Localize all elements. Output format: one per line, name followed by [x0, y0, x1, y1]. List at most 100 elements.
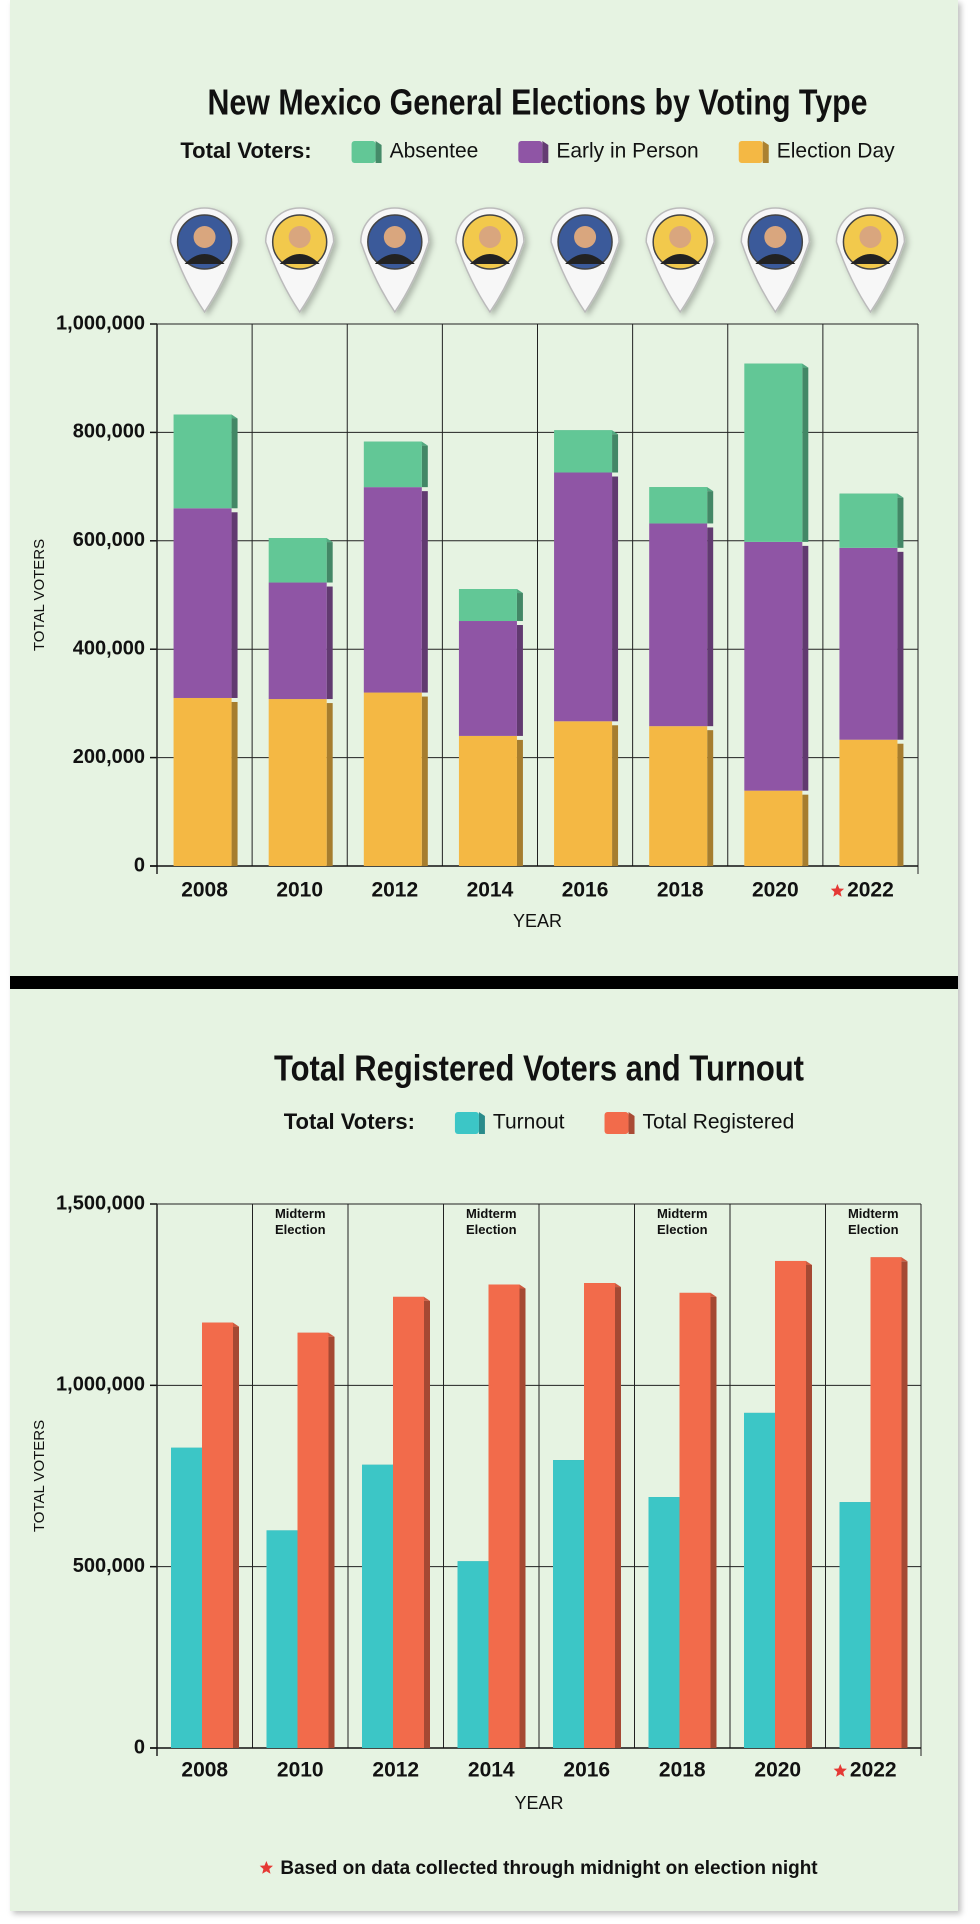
- y-tick-label: 0: [134, 1736, 145, 1758]
- bar: [458, 735, 517, 866]
- bar: [268, 538, 327, 583]
- x-tick-label: 2018: [657, 879, 704, 902]
- bar: [648, 1497, 680, 1748]
- bar: [744, 790, 803, 866]
- y-tick-label: 600,000: [73, 529, 145, 551]
- bar-side: [231, 701, 238, 866]
- footnote-star: [830, 884, 845, 897]
- bar: [363, 692, 422, 866]
- annotation: Midterm Election: [465, 1206, 517, 1237]
- legend-swatch-side: [375, 141, 382, 163]
- x-tick-label: 2022: [847, 879, 894, 902]
- annotation-box: Midterm Election: [274, 1206, 326, 1237]
- portrait-head: [764, 226, 787, 248]
- portrait-body: [660, 254, 701, 264]
- bar-side: [516, 739, 523, 866]
- bar-side: [233, 1326, 239, 1748]
- bar: [649, 523, 708, 727]
- bar-side: [612, 476, 619, 722]
- bar: [744, 541, 803, 791]
- portrait-body: [279, 254, 320, 264]
- bar: [297, 1332, 329, 1748]
- legend-label: Early in Person: [556, 140, 698, 163]
- bar-side: [802, 545, 809, 791]
- bar: [839, 739, 898, 866]
- bar: [488, 1284, 520, 1748]
- y-tick-label: 500,000: [73, 1555, 145, 1577]
- bar: [457, 1561, 489, 1748]
- y-axis-label: TOTAL VOTERS: [31, 539, 48, 651]
- legend-swatch-side: [762, 141, 769, 163]
- bar: [649, 726, 708, 866]
- bar: [554, 721, 613, 866]
- bar: [839, 493, 898, 548]
- bar: [268, 582, 327, 700]
- bar-side: [707, 730, 714, 866]
- bar: [554, 472, 613, 722]
- bar: [202, 1322, 233, 1748]
- bar-side: [710, 1296, 717, 1748]
- y-axis-label: TOTAL VOTERS: [31, 1420, 48, 1532]
- bar-side: [707, 527, 714, 727]
- x-tick-label: 2020: [752, 879, 799, 902]
- x-tick-label: 2022: [850, 1759, 897, 1782]
- legend-label: Election Day: [777, 140, 895, 163]
- portrait-body: [374, 254, 415, 264]
- y-tick-label: 1,000,000: [56, 312, 145, 334]
- bar: [393, 1296, 424, 1748]
- bar: [679, 1292, 711, 1748]
- portrait-head: [478, 226, 501, 248]
- legend-swatch: [518, 141, 543, 163]
- bar-side: [806, 1264, 812, 1748]
- bar-side: [519, 1288, 526, 1748]
- bar: [268, 699, 327, 866]
- bar: [363, 487, 422, 693]
- bar: [171, 1447, 202, 1748]
- footnote-star: [259, 1861, 273, 1874]
- bar-side: [328, 1336, 335, 1748]
- portrait-head: [288, 226, 311, 248]
- bar-side: [901, 1261, 908, 1748]
- portrait-body: [755, 254, 796, 264]
- y-tick-label: 1,500,000: [56, 1192, 145, 1214]
- portrait-head: [574, 226, 597, 248]
- bar-side: [424, 1300, 430, 1748]
- x-tick-label: 2010: [276, 879, 323, 902]
- portrait-body: [184, 254, 225, 264]
- x-tick-label: 2018: [659, 1759, 706, 1782]
- x-tick-label: 2016: [562, 879, 609, 902]
- bar: [839, 1502, 871, 1748]
- annotation-box: Midterm Election: [656, 1206, 708, 1237]
- y-tick-label: 0: [134, 854, 145, 876]
- x-tick-label: 2014: [468, 1759, 515, 1782]
- legend-title: Total Voters:: [180, 138, 311, 163]
- legend-swatch: [454, 1112, 479, 1134]
- bar: [458, 621, 517, 736]
- legend-label: Absentee: [390, 140, 479, 163]
- bar-side: [231, 418, 238, 509]
- footnote-star: [833, 1764, 847, 1777]
- annotation: Midterm Election: [656, 1206, 708, 1237]
- bar-side: [802, 367, 809, 542]
- y-tick-label: 1,000,000: [56, 1374, 145, 1396]
- bar: [744, 363, 803, 542]
- legend-label: Total Registered: [643, 1111, 795, 1134]
- bar-side: [802, 794, 809, 866]
- bar: [173, 414, 232, 509]
- bar: [266, 1530, 298, 1748]
- bar: [839, 547, 898, 740]
- x-tick-label: 2008: [181, 879, 228, 902]
- bar-side: [231, 512, 238, 698]
- legend-swatch: [738, 141, 763, 163]
- annotation: Midterm Election: [274, 1206, 326, 1237]
- x-axis-label: YEAR: [514, 1793, 563, 1813]
- bar-side: [326, 703, 333, 866]
- bar-side: [421, 491, 428, 693]
- x-tick-label: 2014: [467, 879, 514, 902]
- legend-swatch-side: [628, 1112, 635, 1134]
- chart-title: New Mexico General Elections by Voting T…: [208, 82, 868, 123]
- portrait-body: [565, 254, 606, 264]
- annotation: Midterm Election: [847, 1206, 899, 1237]
- footnote: Based on data collected through midnight…: [280, 1858, 818, 1879]
